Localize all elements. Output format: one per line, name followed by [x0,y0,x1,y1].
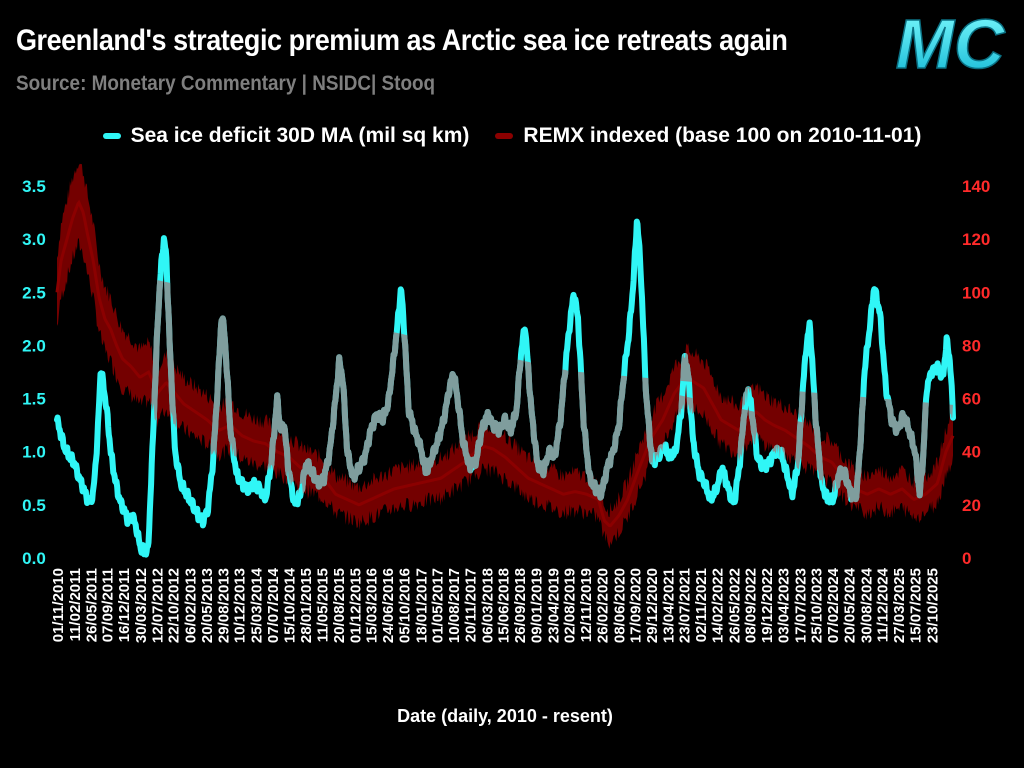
x-axis-tick-label: 10/12/2013 [232,568,249,643]
x-axis-tick-label: 15/07/2025 [907,568,924,643]
right-axis-tick-label: 0 [962,549,971,568]
x-axis-tick-label: 01/05/2017 [430,568,447,643]
legend-item-sea-ice: Sea ice deficit 30D MA (mil sq km) [102,124,470,148]
x-axis-tick-label: 26/05/2022 [726,568,743,643]
legend-label-remx: REMX indexed (base 100 on 2010-11-01) [523,124,922,147]
legend-label-sea-ice: Sea ice deficit 30D MA (mil sq km) [130,124,470,147]
x-axis-tick-label: 12/11/2019 [578,568,595,642]
x-axis-tick-label: 20/05/2013 [199,568,216,643]
x-axis-tick-label: 03/04/2023 [775,568,792,643]
right-axis-tick-label: 100 [962,283,990,302]
x-axis-tick-label: 10/08/2017 [446,568,463,643]
x-axis-tick-label: 15/10/2014 [281,567,298,643]
x-axis-tick-label: 20/08/2015 [331,568,348,643]
legend-item-remx: REMX indexed (base 100 on 2010-11-01) [495,124,921,148]
x-axis-tick-label: 11/05/2015 [315,568,332,642]
right-axis: 0 20 40 60 80 100 120 140 [962,177,990,568]
chart-legend: Sea ice deficit 30D MA (mil sq km) REMX … [0,124,1024,148]
x-axis-tick-label: 19/12/2022 [759,568,776,643]
right-axis-tick-label: 20 [962,496,981,515]
x-axis-tick-label: 20/11/2017 [462,568,479,642]
mc-logo: MC [895,6,1007,78]
right-axis-tick-label: 40 [962,443,981,462]
x-axis-tick-label: 26/05/2011 [83,568,100,642]
left-axis-tick-label: 0.0 [22,549,46,568]
left-axis-tick-label: 1.5 [22,390,46,409]
x-axis-tick-label: 26/09/2018 [512,568,529,643]
right-axis-tick-label: 140 [962,177,990,196]
ice-layer [54,218,956,558]
x-axis-tick-label: 25/03/2014 [249,567,266,643]
right-axis-tick-label: 80 [962,336,981,355]
x-axis-tick-label: 15/06/2018 [496,568,513,643]
x-axis-tick-label: 26/02/2020 [594,568,611,643]
x-axis-tick-label: 07/02/2024 [825,567,842,643]
x-axis: 01/11/2010 11/02/2011 26/05/2011 07/09/2011… [50,567,941,643]
x-axis-tick-label: 28/01/2015 [298,568,315,643]
x-axis-tick-label: 06/03/2018 [479,568,496,643]
x-axis-tick-label: 01/12/2015 [347,568,364,643]
x-axis-tick-label: 07/07/2014 [265,567,282,643]
x-axis-tick-label: 22/10/2012 [166,568,183,643]
x-axis-tick-label: 24/06/2016 [380,568,397,643]
x-axis-tick-label: 02/08/2019 [562,568,579,643]
remx-series-line [55,199,955,528]
left-axis-tick-label: 3.0 [22,230,46,249]
x-axis-tick-label: 23/04/2019 [545,568,562,643]
x-axis-tick-label: 14/02/2022 [709,568,726,643]
x-axis-tick-label: 13/04/2021 [660,568,677,643]
remx-range-band [57,163,953,549]
x-axis-tick-label: 11/12/2024 [875,567,892,642]
legend-swatch-sea-ice [102,133,121,139]
x-axis-tick-label: 05/10/2016 [396,568,413,643]
legend-swatch-remx [495,133,514,139]
x-axis-tick-label: 12/07/2012 [149,568,166,643]
x-axis-tick-label: 23/07/2021 [677,568,694,643]
x-axis-tick-label: 15/03/2016 [364,568,381,643]
left-axis-tick-label: 1.0 [22,443,46,462]
x-axis-tick-label: 11/02/2011 [67,568,84,641]
x-axis-tick-label: 02/11/2021 [693,568,710,642]
x-axis-tick-label: 07/09/2011 [100,568,117,642]
x-axis-tick-label: 23/10/2025 [924,568,941,643]
left-axis-tick-label: 2.0 [22,336,46,355]
x-axis-tick-label: 30/03/2012 [133,568,150,643]
right-axis-tick-label: 120 [962,230,990,249]
x-axis-tick-label: 16/12/2011 [116,568,133,642]
left-axis-tick-label: 2.5 [22,283,46,302]
x-axis-tick-label: 27/03/2025 [891,568,908,643]
left-axis-tick-label: 3.5 [22,177,46,196]
mc-logo-text: MC [896,6,1006,78]
chart-subtitle: Source: Monetary Commentary | NSIDC| Sto… [16,72,436,95]
x-axis-tick-label: 18/01/2017 [413,568,430,643]
left-axis: 0.0 0.5 1.0 1.5 2.0 2.5 3.0 3.5 [22,177,46,568]
x-axis-tick-label: 29/12/2020 [644,568,661,643]
x-axis-tick-label: 01/11/2010 [50,568,67,642]
x-axis-title: Date (daily, 2010 - resent) [397,706,613,726]
x-axis-tick-label: 06/02/2013 [183,568,200,643]
remx-layer [55,163,955,549]
x-axis-tick-label: 20/05/2024 [841,567,858,643]
x-axis-tick-label: 08/09/2022 [743,568,760,643]
x-axis-tick-label: 25/10/2023 [809,568,826,643]
x-axis-tick-label: 08/06/2020 [611,568,628,643]
x-axis-tick-label: 17/09/2020 [628,568,645,643]
chart-title: Greenland's strategic premium as Arctic … [16,24,788,57]
left-axis-tick-label: 0.5 [22,496,46,515]
x-axis-tick-label: 09/01/2019 [528,568,545,643]
x-axis-tick-label: 29/08/2013 [215,568,232,643]
x-axis-tick-label: 30/08/2024 [858,567,875,643]
x-axis-tick-label: 17/07/2023 [792,568,809,643]
right-axis-tick-label: 60 [962,390,981,409]
